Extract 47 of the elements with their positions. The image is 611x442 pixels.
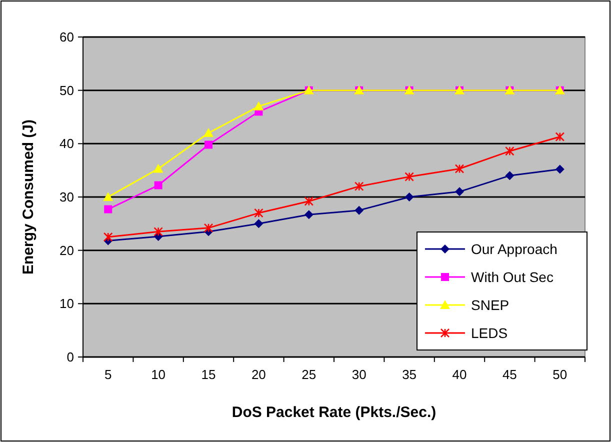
point [154, 181, 162, 190]
y-tick-label: 10 [60, 296, 74, 312]
point [153, 164, 164, 173]
point [454, 164, 464, 174]
x-tick-label: 15 [201, 367, 216, 382]
point [154, 227, 163, 236]
y-tick-label: 0 [66, 350, 74, 365]
point [404, 172, 414, 182]
y-tick-label: 20 [60, 242, 74, 258]
point [404, 192, 414, 202]
point [354, 182, 364, 191]
point [304, 210, 314, 220]
y-tick-label: 60 [60, 30, 74, 45]
y-axis-title: Energy Consumed (J) [20, 119, 37, 275]
legend-label: SNEP [471, 296, 510, 313]
x-tick-label: 10 [151, 367, 166, 382]
point [204, 128, 214, 137]
x-tick-label: 5 [104, 367, 112, 382]
x-tick-label: 35 [402, 367, 417, 382]
legend-label: Our Approach [471, 240, 558, 257]
point [103, 232, 113, 242]
point [555, 164, 564, 174]
point [104, 205, 112, 214]
point [204, 140, 212, 149]
point [555, 132, 565, 142]
point [505, 171, 514, 180]
x-axis-title: DoS Packet Rate (Pkts./Sec.) [232, 404, 436, 421]
y-tick-label: 30 [60, 190, 74, 205]
point [455, 187, 464, 196]
point [304, 196, 314, 206]
point [254, 101, 264, 110]
x-tick-label: 45 [502, 367, 517, 382]
point [354, 206, 364, 215]
legend-label: With Out Sec [471, 268, 554, 285]
x-tick-label: 20 [251, 367, 266, 382]
point [103, 192, 114, 201]
point [204, 223, 214, 233]
x-tick-label: 30 [352, 367, 366, 382]
point [254, 219, 264, 228]
x-tick-label: 25 [302, 367, 316, 382]
y-tick-label: 40 [60, 136, 74, 152]
x-tick-label: 40 [452, 367, 467, 382]
x-tick-label: 50 [552, 367, 568, 382]
point [505, 146, 514, 156]
point [254, 208, 264, 218]
y-tick-label: 50 [60, 82, 74, 98]
legend-label: LEDS [471, 324, 508, 341]
